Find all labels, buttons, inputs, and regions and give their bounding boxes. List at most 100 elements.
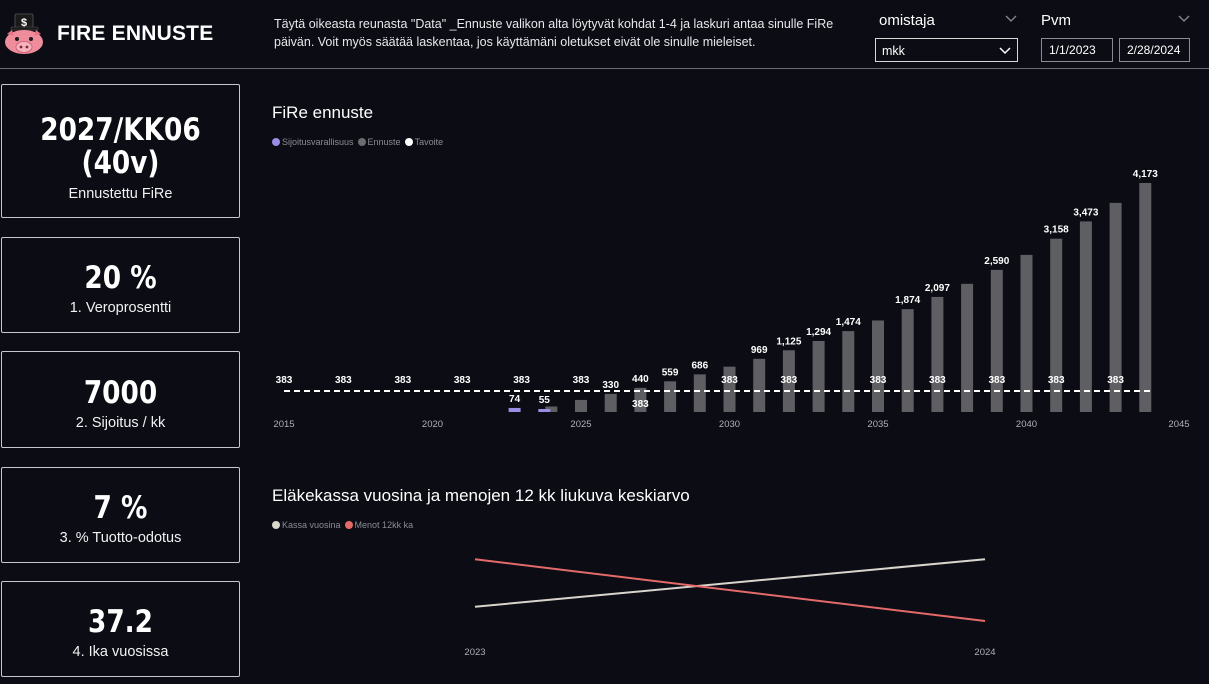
legend-item-expenses[interactable]: Menot 12kk ka xyxy=(344,520,413,530)
target-label-2023: 383 xyxy=(513,375,530,386)
pension-x-tick-2023: 2023 xyxy=(464,647,485,658)
forecast-bar-2031 xyxy=(753,358,766,412)
target-label-2015: 383 xyxy=(276,375,293,386)
target-label-2043: 383 xyxy=(1107,375,1124,386)
date-end-input[interactable]: 2/28/2024 xyxy=(1119,38,1190,62)
kpi-card-age: 37.2 4. Ika vuosissa xyxy=(1,581,240,677)
chevron-down-icon[interactable] xyxy=(1004,12,1018,26)
legend-item-investment[interactable]: Sijoitusvarallisuus xyxy=(272,137,354,147)
forecast-bar-label-2041: 3,158 xyxy=(1044,225,1069,236)
date-start-input[interactable]: 1/1/2023 xyxy=(1041,38,1113,62)
investment-bar-2023 xyxy=(508,407,521,412)
investment-bar-label-2023: 74 xyxy=(509,394,521,405)
kpi-age-value: 37.2 xyxy=(87,604,154,640)
forecast-bar-label-2037: 2,097 xyxy=(925,283,950,294)
kpi-tax-rate-label: 1. Veroprosentti xyxy=(69,300,172,316)
kpi-investment-value: 7000 xyxy=(83,375,158,411)
kpi-fire-date-label: Ennustettu FiRe xyxy=(68,186,173,202)
fire-x-tick-2020: 2020 xyxy=(422,419,443,430)
instructions-text: Täytä oikeasta reunasta "Data" _Ennuste … xyxy=(274,17,834,49)
forecast-bar-2044 xyxy=(1139,183,1152,412)
chevron-down-icon xyxy=(999,47,1011,55)
fire-x-tick-2040: 2040 xyxy=(1016,419,1037,430)
forecast-bar-label-2039: 2,590 xyxy=(984,256,1009,267)
owner-dropdown[interactable]: mkk xyxy=(875,38,1018,62)
forecast-bar-2041 xyxy=(1050,238,1063,412)
target-label-2032: 383 xyxy=(781,375,798,386)
forecast-bar-2036 xyxy=(901,309,914,412)
target-label-2019: 383 xyxy=(394,375,411,386)
forecast-bar-label-2036: 1,874 xyxy=(895,295,920,306)
fire-x-tick-2025: 2025 xyxy=(570,419,591,430)
fire-chart-title: FiRe ennuste xyxy=(272,103,374,122)
fire-chart-legend: Sijoitusvarallisuus Ennuste Tavoite xyxy=(272,137,447,147)
date-slicer-label: Pvm xyxy=(1041,12,1071,29)
kpi-card-tax-rate: 20 % 1. Veroprosentti xyxy=(1,237,240,333)
kpi-return-value: 7 % xyxy=(93,490,148,526)
forecast-bar-2026 xyxy=(604,393,617,412)
target-label-2035: 383 xyxy=(870,375,887,386)
forecast-bar-label-2033: 1,294 xyxy=(806,327,831,338)
forecast-bar-2024 xyxy=(545,406,558,412)
forecast-bar-2039 xyxy=(990,269,1003,412)
forecast-bar-label-2031: 969 xyxy=(751,345,768,356)
forecast-bar-label-2026: 330 xyxy=(602,380,619,391)
owner-dropdown-value: mkk xyxy=(882,44,905,58)
pension-chart-title: Eläkekassa vuosina ja menojen 12 kk liuk… xyxy=(272,486,690,505)
forecast-bar-2042 xyxy=(1079,221,1092,412)
forecast-bar-label-2032: 1,125 xyxy=(776,336,801,347)
target-label-2041: 383 xyxy=(1048,375,1065,386)
target-label-below-2027: 383 xyxy=(632,399,649,410)
legend-item-pension[interactable]: Kassa vuosina xyxy=(272,520,341,530)
kpi-fire-age-value: (40v) xyxy=(81,145,160,181)
header-divider xyxy=(0,68,1209,69)
forecast-bar-label-2034: 1,474 xyxy=(836,317,861,328)
kpi-investment-label: 2. Sijoitus / kk xyxy=(75,415,166,431)
target-label-2030: 383 xyxy=(721,375,738,386)
forecast-bar-2035 xyxy=(872,320,884,412)
pension-x-tick-2024: 2024 xyxy=(974,647,995,658)
forecast-bar-2025 xyxy=(575,399,587,412)
forecast-bar-label-2042: 3,473 xyxy=(1073,207,1098,218)
forecast-bar-2030 xyxy=(723,366,736,412)
header: $ FIRE ENNUSTE Täytä oikeasta reunasta "… xyxy=(0,0,1209,70)
kpi-card-return: 7 % 3. % Tuotto-odotus xyxy=(1,467,240,563)
svg-text:$: $ xyxy=(21,17,27,29)
owner-slicer-label: omistaja xyxy=(879,12,935,29)
legend-item-target[interactable]: Tavoite xyxy=(404,137,443,147)
target-label-2025: 383 xyxy=(573,375,590,386)
target-label-2017: 383 xyxy=(335,375,352,386)
forecast-bar-label-2029: 686 xyxy=(691,360,708,371)
kpi-age-label: 4. Ika vuosissa xyxy=(72,644,169,660)
investment-bar-label-2024: 55 xyxy=(539,395,551,406)
kpi-fire-date-value: 2027/KK06 xyxy=(40,112,201,148)
target-label-2039: 383 xyxy=(988,375,1005,386)
chevron-down-icon[interactable] xyxy=(1177,12,1191,26)
forecast-bar-2028 xyxy=(664,381,677,412)
forecast-bar-2033 xyxy=(812,340,825,412)
fire-x-tick-2030: 2030 xyxy=(719,419,740,430)
fire-x-tick-2035: 2035 xyxy=(867,419,888,430)
kpi-card-investment: 7000 2. Sijoitus / kk xyxy=(1,351,240,448)
piggy-bank-logo-icon: $ xyxy=(2,12,48,56)
fire-x-tick-2015: 2015 xyxy=(273,419,294,430)
forecast-bar-label-2044: 4,173 xyxy=(1133,169,1158,180)
forecast-bar-2040 xyxy=(1020,254,1033,412)
pension-chart-legend: Kassa vuosina Menot 12kk ka xyxy=(272,520,417,530)
kpi-card-fire-date: 2027/KK06 (40v) Ennustettu FiRe xyxy=(1,84,240,218)
legend-item-forecast[interactable]: Ennuste xyxy=(357,137,401,147)
kpi-tax-rate-value: 20 % xyxy=(84,260,157,296)
pension-line xyxy=(474,558,986,608)
forecast-bar-2037 xyxy=(931,296,944,412)
forecast-bar-label-2028: 559 xyxy=(662,367,679,378)
forecast-bar-2029 xyxy=(693,374,706,412)
app-title: FIRE ENNUSTE xyxy=(57,22,214,45)
fire-x-tick-2045: 2045 xyxy=(1168,419,1189,430)
target-label-2021: 383 xyxy=(454,375,471,386)
forecast-bar-label-2027: 440 xyxy=(632,374,649,385)
forecast-bar-2034 xyxy=(842,331,855,412)
forecast-bar-2043 xyxy=(1109,202,1122,412)
investment-bar-2024 xyxy=(538,408,551,412)
expenses-line xyxy=(474,558,986,622)
forecast-bar-2032 xyxy=(782,350,795,412)
